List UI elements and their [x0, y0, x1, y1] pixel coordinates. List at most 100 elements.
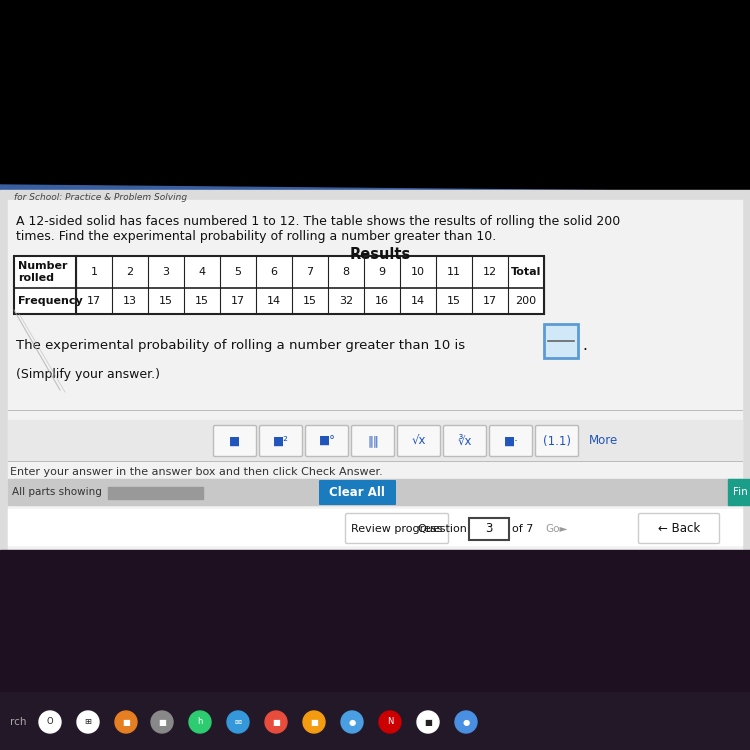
- Text: 15: 15: [447, 296, 461, 306]
- Text: 1: 1: [91, 267, 98, 277]
- FancyBboxPatch shape: [638, 514, 719, 544]
- Bar: [14, 256, 544, 314]
- Bar: [0, 692, 750, 750]
- Text: 15: 15: [303, 296, 317, 306]
- Text: ■: ■: [310, 718, 318, 727]
- Text: 5: 5: [235, 267, 242, 277]
- Text: (1.1): (1.1): [543, 434, 571, 448]
- Text: Frequency: Frequency: [18, 296, 82, 306]
- Bar: [469, 518, 509, 540]
- Text: The experimental probability of rolling a number greater than 10 is: The experimental probability of rolling …: [16, 338, 465, 352]
- FancyBboxPatch shape: [319, 480, 396, 505]
- Text: 15: 15: [159, 296, 173, 306]
- Text: h: h: [197, 718, 202, 727]
- Text: √x: √x: [412, 434, 426, 448]
- Text: Fin: Fin: [733, 487, 748, 497]
- Text: 11: 11: [447, 267, 461, 277]
- Text: ✉: ✉: [235, 718, 242, 727]
- Text: times. Find the experimental probability of rolling a number greater than 10.: times. Find the experimental probability…: [16, 230, 496, 243]
- Bar: [8, 509, 742, 545]
- Circle shape: [455, 711, 477, 733]
- Text: ⊞: ⊞: [85, 718, 92, 727]
- FancyBboxPatch shape: [352, 425, 395, 457]
- Text: ●: ●: [348, 718, 355, 727]
- Bar: [8, 200, 742, 570]
- Bar: [8, 479, 742, 505]
- Text: for School: Practice & Problem Solving: for School: Practice & Problem Solving: [14, 193, 188, 202]
- Text: More: More: [588, 434, 618, 448]
- Text: Go►: Go►: [545, 524, 568, 534]
- Text: Enter your answer in the answer box and then click Check Answer.: Enter your answer in the answer box and …: [10, 467, 382, 477]
- Circle shape: [417, 711, 439, 733]
- FancyBboxPatch shape: [214, 425, 256, 457]
- Text: 10: 10: [411, 267, 425, 277]
- Text: 12: 12: [483, 267, 497, 277]
- Text: ■: ■: [158, 718, 166, 727]
- Text: 4: 4: [199, 267, 206, 277]
- Text: Review progress: Review progress: [351, 524, 442, 534]
- Circle shape: [227, 711, 249, 733]
- Text: 9: 9: [379, 267, 386, 277]
- Bar: [8, 420, 742, 460]
- Text: ∛x: ∛x: [458, 434, 472, 448]
- Text: ■: ■: [230, 434, 241, 448]
- Text: 2: 2: [127, 267, 134, 277]
- Text: ■: ■: [424, 718, 432, 727]
- Bar: [544, 324, 578, 358]
- Bar: [0, 0, 750, 190]
- Circle shape: [39, 711, 61, 733]
- Text: ■°: ■°: [319, 434, 335, 448]
- Circle shape: [265, 711, 287, 733]
- Text: Clear All: Clear All: [329, 487, 385, 500]
- Text: 200: 200: [515, 296, 536, 306]
- Bar: [0, 650, 750, 750]
- Circle shape: [189, 711, 211, 733]
- Text: 17: 17: [483, 296, 497, 306]
- Text: O: O: [46, 718, 53, 727]
- Text: ■: ■: [272, 718, 280, 727]
- Text: N: N: [387, 718, 393, 727]
- Text: ●: ●: [462, 718, 470, 727]
- Text: ∥∥: ∥∥: [368, 434, 379, 448]
- Text: 32: 32: [339, 296, 353, 306]
- FancyBboxPatch shape: [346, 514, 448, 544]
- Text: Number
rolled: Number rolled: [18, 261, 68, 283]
- Polygon shape: [0, 185, 750, 197]
- Text: 15: 15: [195, 296, 209, 306]
- Bar: [108, 487, 203, 499]
- Circle shape: [341, 711, 363, 733]
- Text: 3: 3: [485, 523, 493, 536]
- Text: Total: Total: [511, 267, 542, 277]
- Circle shape: [77, 711, 99, 733]
- Circle shape: [115, 711, 137, 733]
- Text: ■·: ■·: [503, 434, 518, 448]
- Text: 7: 7: [307, 267, 314, 277]
- Text: Question: Question: [417, 524, 467, 534]
- FancyBboxPatch shape: [536, 425, 578, 457]
- FancyBboxPatch shape: [260, 425, 302, 457]
- Text: Results: Results: [350, 247, 411, 262]
- Text: (Simplify your answer.): (Simplify your answer.): [16, 368, 160, 381]
- FancyBboxPatch shape: [443, 425, 487, 457]
- Text: 14: 14: [411, 296, 425, 306]
- Text: .: .: [582, 338, 586, 352]
- Bar: [0, 190, 750, 650]
- Text: of 7: of 7: [512, 524, 533, 534]
- Text: ■: ■: [122, 718, 130, 727]
- Text: 8: 8: [343, 267, 350, 277]
- Text: All parts showing: All parts showing: [12, 487, 102, 497]
- Text: A 12-sided solid has faces numbered 1 to 12. The table shows the results of roll: A 12-sided solid has faces numbered 1 to…: [16, 215, 620, 228]
- Text: 14: 14: [267, 296, 281, 306]
- Circle shape: [379, 711, 401, 733]
- FancyBboxPatch shape: [398, 425, 440, 457]
- Text: 13: 13: [123, 296, 137, 306]
- Text: ← Back: ← Back: [658, 523, 700, 536]
- Bar: [728, 479, 750, 505]
- Circle shape: [303, 711, 325, 733]
- Bar: [0, 550, 750, 650]
- Text: ■²: ■²: [273, 434, 289, 448]
- Text: 16: 16: [375, 296, 389, 306]
- Text: 17: 17: [231, 296, 245, 306]
- Text: 6: 6: [271, 267, 278, 277]
- Text: 3: 3: [163, 267, 170, 277]
